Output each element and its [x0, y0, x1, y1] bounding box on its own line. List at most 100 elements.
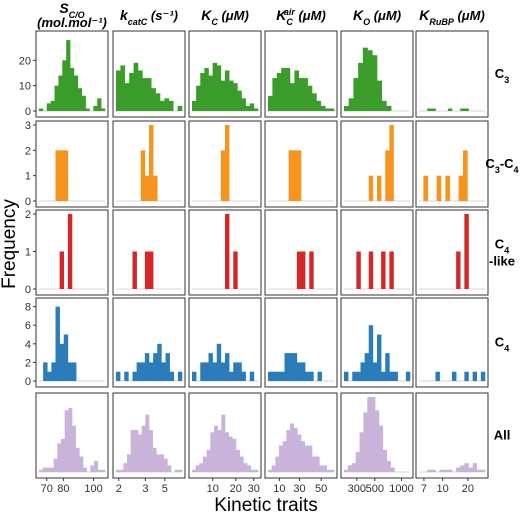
y-tick-label: 4	[25, 339, 31, 351]
histogram-bar	[236, 449, 240, 472]
panel-C4-like-1	[112, 209, 186, 296]
panel-C4-2	[188, 297, 262, 388]
histogram-bar	[301, 362, 306, 381]
histogram-bar	[351, 463, 356, 472]
histogram-bar	[253, 108, 259, 111]
histogram-bar	[301, 251, 306, 289]
histogram-bar	[66, 40, 71, 111]
histogram-bar	[120, 65, 126, 111]
histogram-bar	[149, 125, 154, 201]
panel-frame	[415, 209, 489, 296]
histogram-bar	[245, 105, 251, 111]
histogram-bar	[225, 353, 230, 381]
panel-C3-C4-2	[188, 120, 262, 208]
histogram-bar	[64, 410, 69, 472]
histogram-bar	[372, 362, 378, 381]
histogram-bar	[464, 371, 469, 381]
histogram-bar	[141, 425, 146, 472]
y-tick-label: 2	[25, 209, 31, 221]
histogram-bar	[233, 83, 238, 111]
histogram-bar	[271, 465, 276, 472]
histogram-bar	[157, 343, 162, 381]
histogram-bar	[456, 467, 461, 472]
histogram-bar	[51, 362, 56, 381]
histogram-bar	[247, 465, 251, 472]
histogram-bar	[68, 408, 73, 472]
histogram-bar	[97, 469, 102, 472]
histogram-bar	[212, 362, 218, 381]
histogram-bar	[241, 371, 246, 381]
histogram-bar	[136, 362, 142, 381]
histogram-bar	[276, 371, 281, 381]
histogram-bar	[288, 353, 294, 381]
panel-C3-4	[340, 30, 414, 118]
histogram-bar	[220, 362, 226, 381]
histogram-bar	[208, 75, 213, 111]
histogram-bar	[63, 334, 69, 381]
histogram-bar	[272, 371, 277, 381]
panel-All-4	[340, 392, 414, 479]
histogram-bar	[423, 175, 429, 201]
histogram-bar	[315, 456, 320, 472]
histogram-bar	[149, 430, 153, 472]
histogram-bar	[309, 371, 314, 381]
row-label-C3: C3	[495, 66, 509, 85]
histogram-bar	[296, 251, 302, 289]
histogram-bar	[381, 251, 386, 289]
panel-C3-C4-1	[112, 120, 186, 208]
histogram-bar	[59, 150, 65, 201]
histogram-bar	[431, 108, 436, 111]
histogram-bar	[363, 412, 368, 472]
histogram-bar	[377, 175, 382, 201]
histogram-bar	[174, 469, 179, 472]
histogram-bar	[167, 465, 172, 472]
x-tick-label: 7	[421, 483, 427, 495]
histogram-bar	[476, 469, 482, 472]
column-title-1: kcatC (s⁻¹)	[120, 7, 178, 27]
panel-C3-2	[188, 30, 262, 118]
histogram-bar	[46, 467, 51, 472]
histogram-bar	[221, 414, 226, 472]
histogram-bar	[138, 70, 143, 111]
panel-grid	[35, 30, 489, 479]
panel-C4-like-4	[340, 209, 414, 296]
histogram-bar	[464, 463, 469, 472]
histogram-bar	[385, 150, 390, 201]
histogram-bar	[443, 469, 449, 472]
histogram-bar	[268, 371, 273, 381]
histogram-bar	[83, 467, 87, 472]
histogram-bar	[427, 469, 432, 472]
histogram-bar	[132, 371, 137, 381]
panel-All-0	[35, 392, 109, 479]
histogram-bar	[243, 463, 248, 472]
x-axis-ticks: 70 80 100 2 3 5 10 20 30 10 30 50 300 500 1000 7 10 20	[41, 478, 474, 495]
histogram-bar	[348, 98, 354, 111]
histogram-bar	[389, 251, 394, 289]
histogram-bar	[296, 362, 302, 381]
histogram-bar	[50, 467, 54, 472]
histogram-bar	[323, 465, 327, 472]
panel-C3-C4-3	[264, 120, 338, 208]
histogram-bar	[144, 251, 150, 289]
histogram-bar	[305, 371, 310, 381]
histogram-bar	[73, 75, 79, 111]
histogram-bar	[72, 425, 76, 472]
panel-All-3	[264, 392, 338, 479]
x-tick-label: 10	[207, 483, 219, 495]
panel-frame	[35, 120, 109, 208]
histogram-bar	[320, 105, 326, 111]
histogram-bar	[39, 469, 43, 472]
column-title-3: KCair (μM)	[276, 7, 326, 27]
histogram-bar	[97, 98, 102, 111]
histogram-bar	[199, 463, 204, 472]
histogram-bar	[217, 430, 222, 472]
histogram-bar	[208, 353, 213, 381]
histogram-bar	[389, 371, 394, 381]
histogram-bar	[464, 214, 469, 289]
histogram-bar	[142, 78, 148, 111]
histogram-bar	[353, 78, 359, 111]
histogram-bar	[445, 175, 451, 201]
histogram-bar	[275, 456, 280, 472]
histogram-bar	[140, 362, 146, 381]
histogram-bar	[367, 50, 373, 111]
